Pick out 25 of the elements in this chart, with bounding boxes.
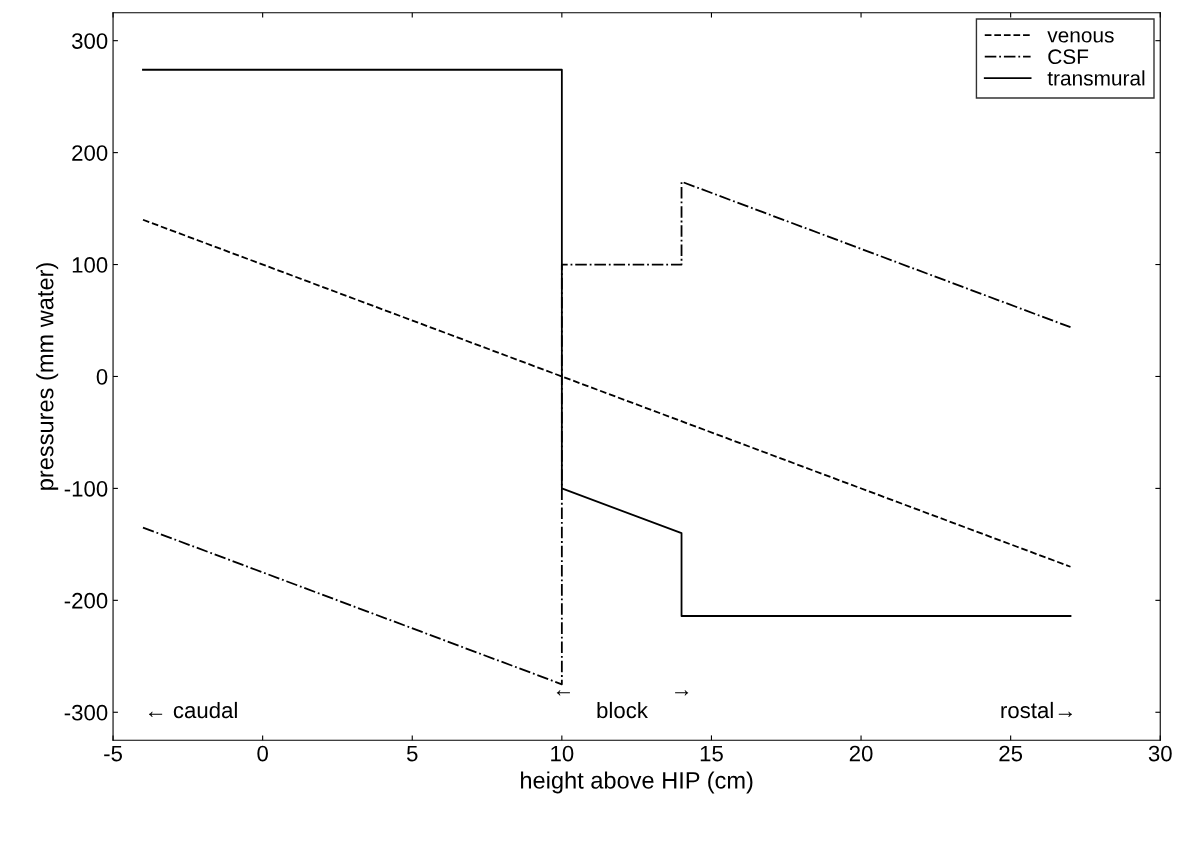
x-axis-title: height above HIP (cm) <box>521 771 753 794</box>
annotation: → <box>675 690 689 696</box>
x-tick-label: -5 <box>104 745 122 762</box>
annotation: rostal→ <box>1001 701 1072 719</box>
x-tick-label: 30 <box>1148 745 1172 762</box>
x-tick-label: 0 <box>257 745 268 762</box>
y-tick-label: 0 <box>96 369 108 385</box>
x-tick-label: 10 <box>551 745 574 762</box>
legend-label: transmural <box>1047 70 1145 86</box>
annotation: ← caudal <box>149 701 237 719</box>
legend-label: venous <box>1047 31 1114 43</box>
x-tick-label: 15 <box>700 745 723 762</box>
y-tick-label: 100 <box>72 257 108 273</box>
annotation: block <box>597 701 648 719</box>
y-tick-label: -200 <box>64 592 108 609</box>
x-tick-label: 25 <box>999 745 1023 762</box>
y-tick-label: -300 <box>64 704 108 721</box>
annotation: ← <box>556 690 570 696</box>
y-tick-label: -100 <box>64 480 108 497</box>
y-axis-title: pressures (mm water) <box>36 263 59 490</box>
x-tick-label: 20 <box>849 745 873 762</box>
y-tick-label: 200 <box>72 145 108 161</box>
x-tick-label: 5 <box>406 745 418 762</box>
y-tick-label: 300 <box>71 33 108 49</box>
legend-label: CSF <box>1048 49 1089 65</box>
